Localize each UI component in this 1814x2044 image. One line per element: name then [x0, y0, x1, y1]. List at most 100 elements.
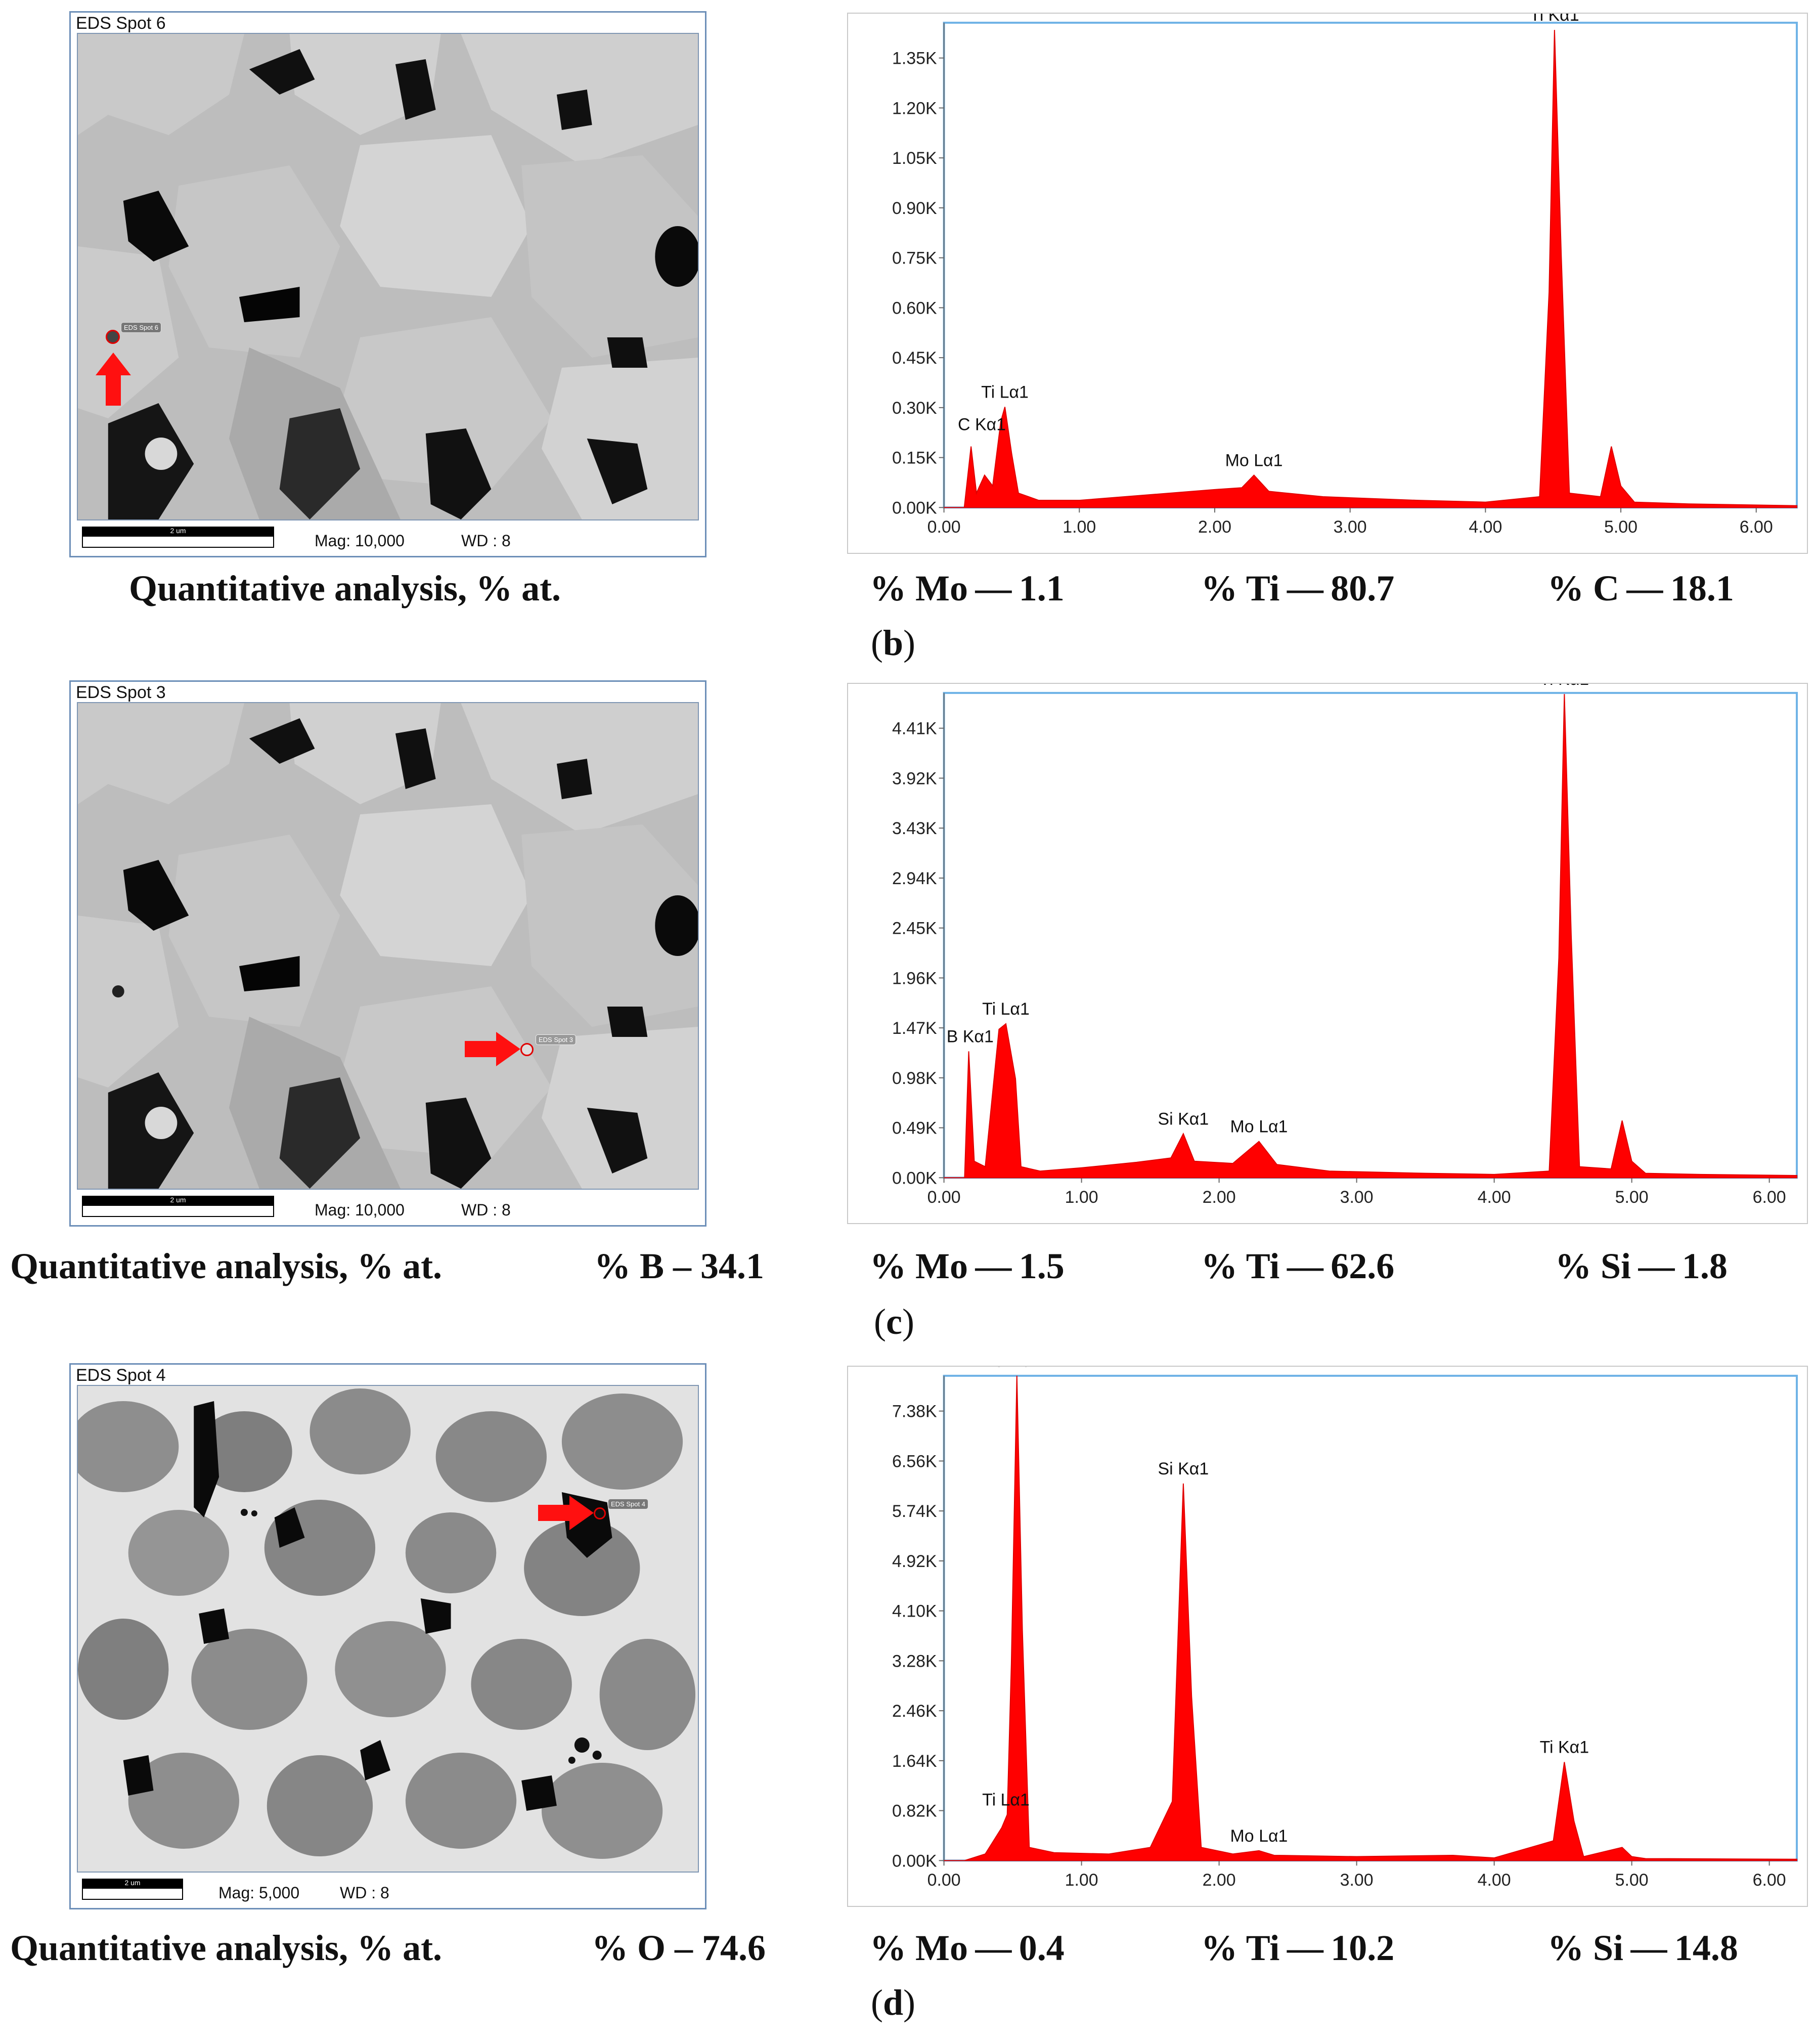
spot-tag: EDS Spot 4 [608, 1499, 648, 1509]
plot-area [943, 691, 1798, 1179]
y-tick-label: 2.45K [892, 919, 937, 938]
x-tick-label: 6.00 [1740, 517, 1773, 537]
quant-ti: % Ti — 80.7 [1201, 568, 1395, 608]
y-tick-label: 3.43K [892, 819, 937, 838]
subfigure-label: (d) [871, 1982, 916, 2023]
y-tick-label: 5.74K [892, 1502, 937, 1521]
peak-label: Mo Lα1 [1230, 1117, 1288, 1137]
y-tick-label: 1.20K [892, 99, 937, 118]
sem-panel-3: EDS Spot 4 [69, 1363, 706, 1909]
x-tick-label: 4.00 [1478, 1871, 1511, 1890]
caption-left: Quantitative analysis, % at. [10, 1928, 443, 1968]
y-tick-label: 0.30K [892, 399, 937, 418]
spectrum-panel-3: 7.38K 6.56K 5.74K 4.92K 4.10K 3.28K 2.46K 1.64K… [847, 1366, 1808, 1907]
peak-label: Ti Kα1 [1540, 1738, 1589, 1757]
y-tick-label: 0.45K [892, 349, 937, 368]
caption-left: Quantitative analysis, % at. [10, 1246, 443, 1286]
quant-mo: % Mo — 1.1 [870, 568, 1065, 608]
y-tick-label: 0.49K [892, 1119, 937, 1138]
spectrum-panel-2: 4.41K 3.92K 3.43K 2.94K 2.45K 1.96K 1.47K 0.98K… [847, 683, 1808, 1224]
working-distance: WD : 8 [461, 1201, 511, 1219]
subfigure-label: (c) [874, 1301, 914, 1342]
caption-extra: % O – 74.6 [592, 1928, 766, 1968]
scale-bar: 2 um [82, 1196, 274, 1217]
eds-spectrum-chart: 1.35K 1.20K 1.05K 0.90K 0.75K 0.60K 0.45K 0.30K… [892, 14, 1798, 537]
x-tick-label: 2.00 [1203, 1188, 1236, 1207]
y-tick-label: 2.46K [892, 1702, 937, 1721]
peak-label: Mo Lα1 [1230, 1826, 1288, 1846]
peak-label: Mo Lα1 [1225, 451, 1283, 470]
sem-micrograph [78, 703, 698, 1189]
subfigure-label: (b) [871, 623, 916, 663]
spot-marker [594, 1507, 606, 1519]
red-arrow-up-icon [96, 353, 131, 406]
peak-label: Ti Lα1 [982, 1791, 1030, 1810]
spot-tag: EDS Spot 6 [121, 322, 161, 333]
sem-footer: 2 um Mag: 10,000 WD : 8 [77, 1190, 699, 1225]
x-tick-label: 1.00 [1063, 517, 1096, 537]
y-tick-label: 1.35K [892, 49, 937, 68]
y-tick-label: 6.56K [892, 1452, 937, 1471]
x-tick-label: 2.00 [1198, 517, 1231, 537]
quant-mo: % Mo — 1.5 [870, 1246, 1065, 1286]
sem-micrograph [78, 34, 698, 519]
sem-spot-label: EDS Spot 4 [76, 1366, 166, 1385]
caption-extra: % B – 34.1 [594, 1246, 765, 1286]
sem-image: EDS Spot 4 [77, 1385, 699, 1873]
x-tick-label: 6.00 [1753, 1871, 1786, 1890]
working-distance: WD : 8 [461, 532, 511, 550]
y-tick-label: 0.75K [892, 249, 937, 268]
y-tick-label: 7.38K [892, 1402, 937, 1421]
quant-ti: % Ti — 10.2 [1201, 1928, 1395, 1968]
eds-spectrum-chart: 7.38K 6.56K 5.74K 4.92K 4.10K 3.28K 2.46K 1.64K… [892, 1367, 1798, 1890]
y-tick-label: 3.92K [892, 769, 937, 788]
y-tick-label: 4.41K [892, 719, 937, 738]
red-arrow-right-icon [538, 1496, 594, 1530]
spectrum-series [944, 1375, 1798, 1861]
peak-label: B Kα1 [947, 1027, 994, 1047]
x-tick-label: 3.00 [1340, 1871, 1374, 1890]
spectrum-series [944, 30, 1798, 508]
x-tick-label: 4.00 [1469, 517, 1502, 537]
sem-spot-label: EDS Spot 3 [76, 683, 166, 702]
y-tick-label: 1.96K [892, 969, 937, 988]
peak-label: O Kα1 [992, 1367, 1041, 1371]
y-tick-label: 0.90K [892, 199, 937, 218]
y-tick-label: 3.28K [892, 1651, 937, 1671]
x-tick-label: 2.00 [1203, 1871, 1236, 1890]
scale-bar: 2 um [82, 527, 274, 548]
y-tick-label: 0.00K [892, 1851, 937, 1871]
peak-label: Ti Kα1 [1530, 14, 1579, 25]
spectrum-series [944, 694, 1798, 1179]
x-tick-label: 1.00 [1065, 1871, 1098, 1890]
sem-panel-1: EDS Spot 6 EDS Sp [69, 11, 706, 557]
x-tick-label: 0.00 [927, 517, 961, 537]
magnification: Mag: 5,000 [218, 1884, 300, 1902]
y-tick-label: 0.15K [892, 449, 937, 468]
y-tick-label: 0.98K [892, 1069, 937, 1088]
peak-label: Ti Kα1 [1540, 684, 1589, 689]
x-tick-label: 5.00 [1604, 517, 1638, 537]
y-tick-label: 2.94K [892, 869, 937, 888]
sem-panel-2: EDS Spot 3 [69, 680, 706, 1227]
y-tick-label: 4.10K [892, 1602, 937, 1621]
peak-label: Si Kα1 [1158, 1459, 1209, 1478]
x-tick-label: 5.00 [1615, 1188, 1649, 1207]
peak-label: Ti Lα1 [982, 999, 1030, 1019]
sem-spot-label: EDS Spot 6 [76, 14, 166, 33]
x-tick-label: 0.00 [927, 1871, 961, 1890]
x-tick-label: 3.00 [1334, 517, 1367, 537]
eds-spectrum-chart: 4.41K 3.92K 3.43K 2.94K 2.45K 1.96K 1.47K 0.98K… [892, 684, 1798, 1207]
magnification: Mag: 10,000 [315, 1201, 405, 1219]
sem-footer: 2 um Mag: 10,000 WD : 8 [77, 520, 699, 556]
x-tick-label: 1.00 [1065, 1188, 1098, 1207]
y-tick-label: 0.00K [892, 498, 937, 517]
quant-third: % Si — 1.8 [1555, 1246, 1728, 1286]
red-arrow-right-icon [465, 1032, 520, 1066]
working-distance: WD : 8 [340, 1884, 389, 1902]
quant-third: % Si — 14.8 [1547, 1928, 1738, 1968]
caption-left: Quantitative analysis, % at. [129, 568, 561, 608]
x-tick-label: 5.00 [1615, 1871, 1649, 1890]
y-tick-label: 0.82K [892, 1802, 937, 1821]
spot-marker [520, 1043, 534, 1056]
